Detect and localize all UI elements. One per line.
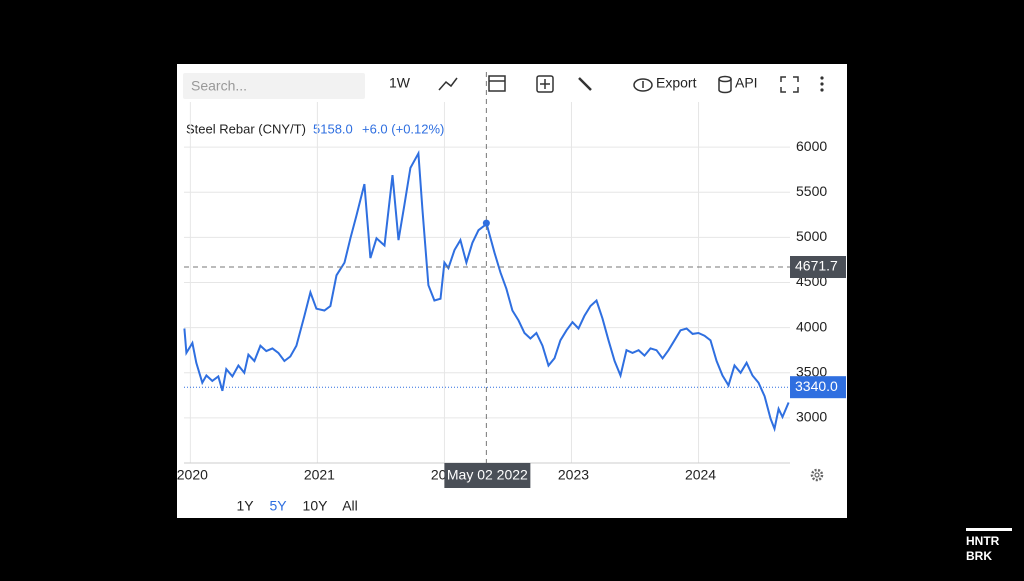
- search-box[interactable]: [183, 73, 365, 99]
- fullscreen-icon[interactable]: [780, 76, 799, 93]
- wrench-icon[interactable]: [578, 77, 592, 91]
- y-tick-label: 6000: [796, 138, 827, 154]
- x-tick-label: 2020: [177, 467, 208, 483]
- y-tick-label: 4000: [796, 318, 827, 334]
- x-tick-label: 2021: [304, 467, 335, 483]
- y-tick-label: 5000: [796, 228, 827, 244]
- calendar-icon[interactable]: [488, 75, 506, 92]
- crosshair-y-box: [790, 256, 846, 279]
- crosshair-x-label: May 02 2022: [447, 467, 528, 483]
- add-icon[interactable]: [536, 75, 554, 93]
- panel: [177, 64, 847, 518]
- range-button[interactable]: 10Y: [303, 498, 329, 514]
- crosshair-y-label: 4671.7: [795, 258, 838, 274]
- range-1w[interactable]: 1W: [389, 75, 411, 91]
- more-icon[interactable]: [820, 76, 824, 92]
- range-button[interactable]: 1Y: [236, 498, 254, 514]
- export-button[interactable]: Export: [656, 75, 697, 91]
- price: 5158.0: [313, 121, 353, 136]
- crosshair-x-box: [444, 463, 531, 488]
- range-button[interactable]: 5Y: [269, 498, 287, 514]
- last-value-box: [790, 376, 846, 399]
- y-tick-label: 3500: [796, 363, 827, 379]
- x-tick-label: 2024: [685, 467, 716, 483]
- change: +6.0 (+0.12%): [362, 121, 444, 136]
- export-icon[interactable]: [633, 78, 653, 92]
- settings-icon[interactable]: [810, 468, 824, 482]
- watermark-bar: [966, 528, 1012, 531]
- watermark: HNTR: [966, 534, 1000, 548]
- api-button[interactable]: API: [735, 75, 758, 91]
- crosshair-point: [482, 219, 490, 227]
- search-placeholder: Search...: [191, 78, 247, 94]
- watermark: BRK: [966, 549, 992, 563]
- range-button[interactable]: All: [342, 498, 358, 514]
- chart-title: Steel Rebar (CNY/T): [186, 121, 306, 136]
- y-tick-label: 5500: [796, 183, 827, 199]
- line-icon[interactable]: [438, 77, 458, 91]
- x-tick-label: 2023: [558, 467, 589, 483]
- last-value-label: 3340.0: [795, 378, 838, 394]
- api-icon[interactable]: [718, 75, 732, 94]
- y-tick-label: 3000: [796, 409, 827, 425]
